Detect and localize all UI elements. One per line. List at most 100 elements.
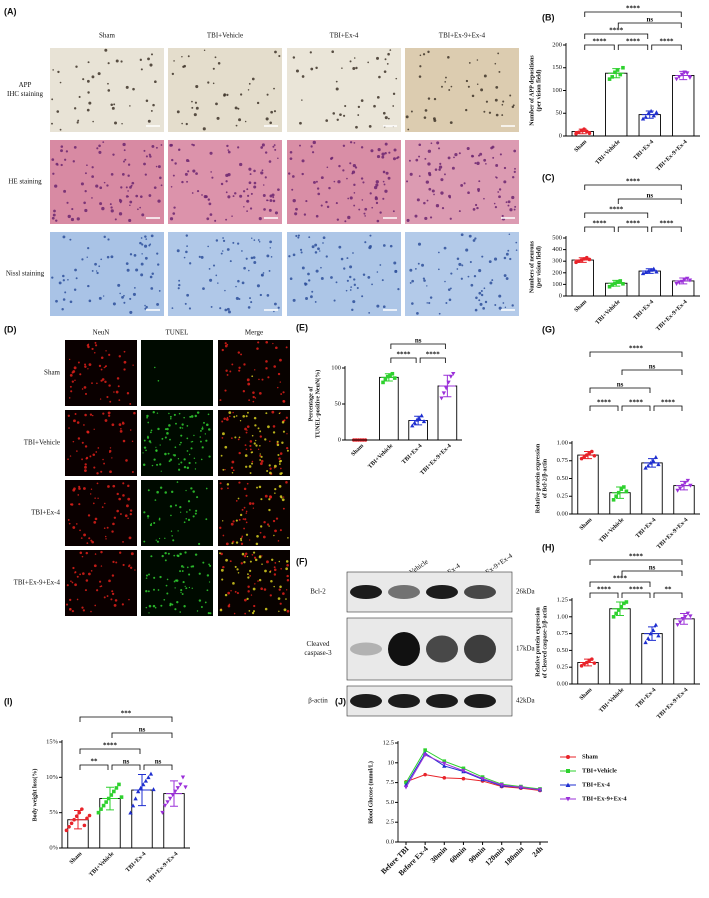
cell bbox=[147, 57, 150, 61]
cell bbox=[201, 194, 203, 196]
data-point bbox=[412, 420, 417, 425]
cell bbox=[285, 416, 288, 419]
cell bbox=[253, 604, 256, 608]
cell bbox=[269, 440, 271, 443]
cell bbox=[212, 264, 216, 267]
cell bbox=[225, 180, 228, 183]
cell bbox=[264, 176, 267, 179]
cell bbox=[355, 125, 358, 129]
cell bbox=[85, 551, 89, 555]
cell bbox=[360, 146, 364, 149]
cell bbox=[273, 302, 277, 306]
cell bbox=[112, 302, 116, 306]
x-tick-label: TBI+Ex-4 bbox=[635, 687, 657, 709]
cell bbox=[182, 566, 185, 568]
cell bbox=[246, 425, 250, 428]
cell bbox=[170, 490, 174, 494]
cell bbox=[245, 448, 248, 451]
cell bbox=[164, 491, 167, 494]
cell bbox=[76, 121, 79, 124]
cell bbox=[483, 110, 486, 113]
cell bbox=[513, 208, 516, 211]
cell bbox=[447, 288, 451, 291]
cell bbox=[231, 542, 234, 545]
row-label: APP bbox=[19, 81, 32, 89]
cell bbox=[422, 277, 425, 280]
cell bbox=[173, 413, 176, 416]
cell bbox=[243, 527, 246, 530]
cell bbox=[364, 241, 367, 244]
significance-label: ns bbox=[617, 381, 624, 389]
cell bbox=[161, 554, 164, 558]
significance-bracket bbox=[584, 226, 615, 232]
cell bbox=[277, 188, 280, 192]
cell bbox=[272, 519, 276, 523]
cell bbox=[84, 469, 87, 473]
cell bbox=[158, 517, 161, 520]
data-point bbox=[685, 71, 690, 76]
x-tick-label: Sham bbox=[579, 517, 594, 532]
cell bbox=[69, 300, 73, 304]
significance-bracket bbox=[589, 387, 651, 393]
data-point bbox=[151, 787, 156, 792]
cell bbox=[279, 602, 282, 605]
cell bbox=[494, 206, 498, 209]
cell bbox=[243, 487, 247, 491]
cell bbox=[95, 344, 98, 347]
significance-bracket bbox=[584, 33, 649, 39]
line-point bbox=[442, 763, 447, 768]
cell bbox=[228, 310, 231, 314]
cell bbox=[96, 589, 99, 592]
cell bbox=[100, 585, 103, 587]
cell bbox=[274, 492, 276, 494]
cell bbox=[148, 440, 152, 443]
cell bbox=[299, 121, 302, 125]
cell bbox=[419, 54, 422, 57]
data-point bbox=[677, 75, 682, 80]
cell bbox=[424, 157, 427, 160]
cell bbox=[128, 218, 132, 223]
cell bbox=[156, 490, 159, 494]
cell bbox=[249, 444, 252, 448]
cell bbox=[164, 551, 167, 555]
cell bbox=[179, 611, 182, 613]
cell bbox=[108, 414, 111, 417]
cell bbox=[434, 168, 438, 171]
cell bbox=[83, 386, 87, 389]
cell bbox=[83, 533, 86, 537]
cell bbox=[184, 302, 187, 305]
cell bbox=[230, 522, 234, 526]
cell bbox=[62, 274, 65, 278]
cell bbox=[260, 525, 263, 528]
cell bbox=[261, 555, 263, 557]
cell bbox=[178, 283, 181, 287]
cell bbox=[111, 106, 115, 110]
cell bbox=[94, 604, 97, 607]
cell bbox=[252, 551, 256, 554]
cell bbox=[155, 165, 158, 168]
cell bbox=[189, 415, 192, 418]
cell bbox=[278, 560, 281, 563]
cell bbox=[282, 430, 286, 433]
cell bbox=[409, 281, 412, 284]
cell bbox=[503, 274, 507, 277]
cell bbox=[269, 594, 272, 597]
data-point bbox=[64, 828, 69, 833]
cell bbox=[122, 160, 125, 163]
cell bbox=[240, 562, 243, 565]
band bbox=[388, 585, 420, 599]
cell bbox=[120, 186, 123, 189]
cell bbox=[131, 471, 134, 473]
cell bbox=[451, 166, 455, 170]
cell bbox=[482, 307, 485, 310]
data-point bbox=[119, 795, 124, 799]
cell bbox=[376, 154, 381, 159]
cell bbox=[185, 234, 189, 237]
data-point bbox=[143, 778, 148, 783]
cell bbox=[123, 360, 127, 364]
y-axis-label: (per vision field) bbox=[535, 246, 542, 288]
cell bbox=[173, 454, 177, 457]
y-tick-label: 100 bbox=[552, 281, 562, 288]
cell bbox=[215, 239, 219, 242]
cell bbox=[497, 52, 500, 55]
